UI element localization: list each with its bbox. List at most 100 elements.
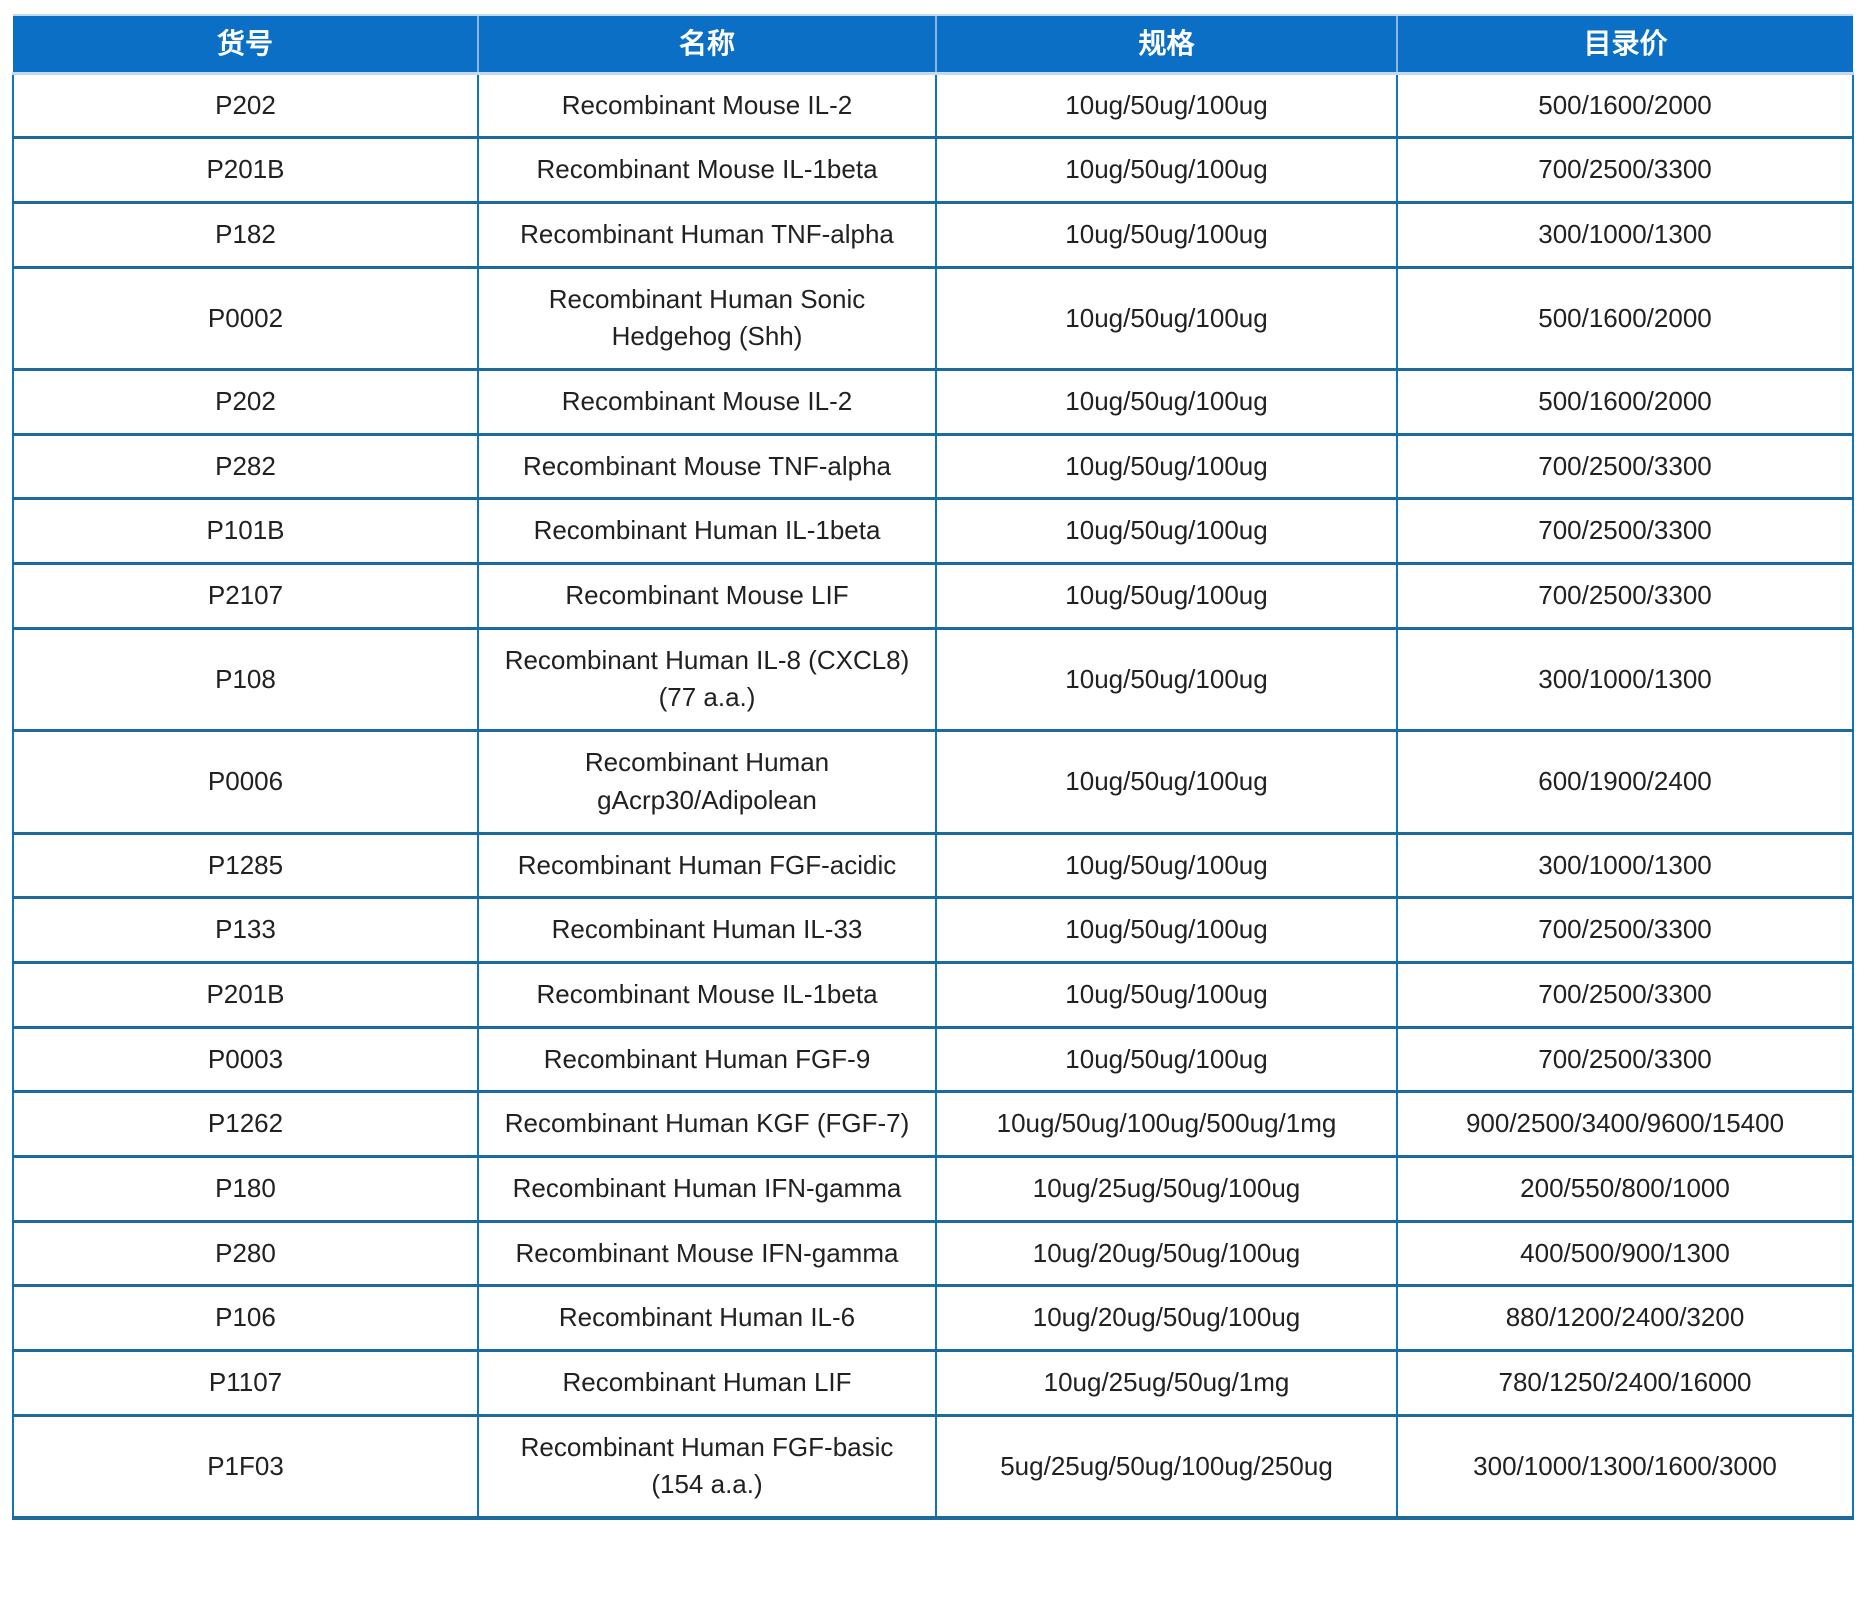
cell-name: Recombinant Human IL-8 (CXCL8) (77 a.a.)	[477, 626, 937, 733]
cell-item-no: P201B	[12, 136, 479, 204]
cell-price: 700/2500/3300	[1396, 497, 1854, 566]
table-row: P1F03 Recombinant Human FGF-basic (154 a…	[12, 1413, 1854, 1520]
table-row: P201B Recombinant Mouse IL-1beta 10ug/50…	[12, 136, 1854, 204]
cell-spec: 10ug/25ug/50ug/100ug	[935, 1154, 1398, 1223]
cell-item-no: P282	[12, 432, 479, 501]
cell-item-no: P202	[12, 368, 479, 436]
cell-name: Recombinant Human IL-33	[477, 896, 937, 964]
cell-spec: 10ug/50ug/100ug	[935, 896, 1398, 964]
cell-item-no: P1F03	[12, 1413, 479, 1520]
cell-name: Recombinant Human FGF-9	[477, 1025, 937, 1094]
table-row: P101B Recombinant Human IL-1beta 10ug/50…	[12, 497, 1854, 566]
cell-price: 300/1000/1300	[1396, 831, 1854, 900]
cell-item-no: P1107	[12, 1349, 479, 1417]
cell-price: 200/550/800/1000	[1396, 1154, 1854, 1223]
header-name: 名称	[477, 13, 936, 75]
cell-price: 700/2500/3300	[1396, 1025, 1854, 1094]
table-body: P202 Recombinant Mouse IL-2 10ug/50ug/10…	[12, 73, 1854, 1520]
cell-spec: 10ug/50ug/100ug	[935, 562, 1398, 630]
cell-name: Recombinant Human gAcrp30/Adipolean	[477, 729, 937, 835]
cell-name: Recombinant Human IL-1beta	[477, 497, 937, 566]
header-item-no: 货号	[13, 13, 478, 75]
cell-price: 700/2500/3300	[1396, 432, 1854, 501]
cell-name: Recombinant Mouse LIF	[477, 562, 937, 630]
cell-spec: 10ug/50ug/100ug	[935, 729, 1398, 835]
cell-price: 780/1250/2400/16000	[1396, 1349, 1854, 1417]
cell-price: 500/1600/2000	[1396, 265, 1854, 372]
cell-name: Recombinant Human Sonic Hedgehog (Shh)	[477, 265, 937, 372]
table-row: P1285 Recombinant Human FGF-acidic 10ug/…	[12, 831, 1854, 900]
cell-price: 700/2500/3300	[1396, 562, 1854, 630]
table-row: P280 Recombinant Mouse IFN-gamma 10ug/20…	[12, 1219, 1854, 1288]
table-row: P282 Recombinant Mouse TNF-alpha 10ug/50…	[12, 432, 1854, 501]
price-table: 货号 名称 规格 目录价 P202 Recombinant Mouse IL-2…	[12, 13, 1854, 1521]
cell-spec: 10ug/50ug/100ug	[935, 432, 1398, 501]
table-row: P0006 Recombinant Human gAcrp30/Adipolea…	[12, 729, 1854, 835]
cell-name: Recombinant Mouse IL-2	[477, 73, 937, 140]
cell-item-no: P106	[12, 1284, 479, 1353]
cell-item-no: P0006	[12, 729, 479, 835]
header-price: 目录价	[1396, 13, 1853, 75]
cell-price: 500/1600/2000	[1396, 368, 1854, 436]
cell-item-no: P101B	[12, 497, 479, 566]
cell-name: Recombinant Mouse IL-2	[477, 368, 937, 436]
cell-item-no: P0003	[12, 1025, 479, 1094]
table-row: P106 Recombinant Human IL-6 10ug/20ug/50…	[12, 1284, 1854, 1353]
cell-name: Recombinant Mouse TNF-alpha	[477, 432, 937, 501]
cell-name: Recombinant Human TNF-alpha	[477, 200, 937, 269]
cell-spec: 10ug/50ug/100ug	[935, 497, 1398, 566]
cell-name: Recombinant Human FGF-acidic	[477, 831, 937, 900]
cell-spec: 10ug/50ug/100ug	[935, 368, 1398, 436]
table-row: P182 Recombinant Human TNF-alpha 10ug/50…	[12, 200, 1854, 269]
cell-spec: 10ug/50ug/100ug	[935, 73, 1398, 140]
cell-item-no: P0002	[12, 265, 479, 372]
table-row: P201B Recombinant Mouse IL-1beta 10ug/50…	[12, 960, 1854, 1029]
cell-spec: 10ug/50ug/100ug	[935, 200, 1398, 269]
cell-price: 500/1600/2000	[1396, 73, 1854, 140]
cell-price: 400/500/900/1300	[1396, 1219, 1854, 1288]
cell-spec: 10ug/50ug/100ug	[935, 1025, 1398, 1094]
cell-price: 900/2500/3400/9600/15400	[1396, 1090, 1854, 1158]
table-row: P180 Recombinant Human IFN-gamma 10ug/25…	[12, 1154, 1854, 1223]
cell-name: Recombinant Human KGF (FGF-7)	[477, 1090, 937, 1158]
cell-name: Recombinant Human IL-6	[477, 1284, 937, 1353]
header-row: 货号 名称 规格 目录价	[13, 13, 1853, 75]
cell-spec: 10ug/50ug/100ug/500ug/1mg	[935, 1090, 1398, 1158]
table-row: P133 Recombinant Human IL-33 10ug/50ug/1…	[12, 896, 1854, 964]
cell-name: Recombinant Mouse IL-1beta	[477, 136, 937, 204]
cell-spec: 10ug/20ug/50ug/100ug	[935, 1219, 1398, 1288]
cell-price: 700/2500/3300	[1396, 136, 1854, 204]
cell-price: 300/1000/1300/1600/3000	[1396, 1413, 1854, 1520]
cell-name: Recombinant Mouse IL-1beta	[477, 960, 937, 1029]
cell-spec: 10ug/20ug/50ug/100ug	[935, 1284, 1398, 1353]
cell-item-no: P1285	[12, 831, 479, 900]
cell-item-no: P201B	[12, 960, 479, 1029]
cell-name: Recombinant Mouse IFN-gamma	[477, 1219, 937, 1288]
cell-name: Recombinant Human IFN-gamma	[477, 1154, 937, 1223]
table-row: P108 Recombinant Human IL-8 (CXCL8) (77 …	[12, 626, 1854, 733]
cell-item-no: P133	[12, 896, 479, 964]
cell-spec: 10ug/50ug/100ug	[935, 136, 1398, 204]
table-header: 货号 名称 规格 目录价	[13, 13, 1853, 75]
cell-spec: 10ug/25ug/50ug/1mg	[935, 1349, 1398, 1417]
cell-spec: 5ug/25ug/50ug/100ug/250ug	[935, 1413, 1398, 1520]
cell-spec: 10ug/50ug/100ug	[935, 960, 1398, 1029]
cell-name: Recombinant Human FGF-basic (154 a.a.)	[477, 1413, 937, 1520]
table-row: P1262 Recombinant Human KGF (FGF-7) 10ug…	[12, 1090, 1854, 1158]
cell-spec: 10ug/50ug/100ug	[935, 265, 1398, 372]
table-row: P2107 Recombinant Mouse LIF 10ug/50ug/10…	[12, 562, 1854, 630]
cell-name: Recombinant Human LIF	[477, 1349, 937, 1417]
cell-item-no: P202	[12, 73, 479, 140]
table-row: P202 Recombinant Mouse IL-2 10ug/50ug/10…	[12, 368, 1854, 436]
cell-price: 300/1000/1300	[1396, 626, 1854, 733]
cell-spec: 10ug/50ug/100ug	[935, 831, 1398, 900]
cell-price: 600/1900/2400	[1396, 729, 1854, 835]
table-row: P0002 Recombinant Human Sonic Hedgehog (…	[12, 265, 1854, 372]
cell-item-no: P182	[12, 200, 479, 269]
table-row: P1107 Recombinant Human LIF 10ug/25ug/50…	[12, 1349, 1854, 1417]
cell-item-no: P180	[12, 1154, 479, 1223]
cell-price: 300/1000/1300	[1396, 200, 1854, 269]
cell-price: 700/2500/3300	[1396, 960, 1854, 1029]
cell-price: 700/2500/3300	[1396, 896, 1854, 964]
cell-item-no: P280	[12, 1219, 479, 1288]
